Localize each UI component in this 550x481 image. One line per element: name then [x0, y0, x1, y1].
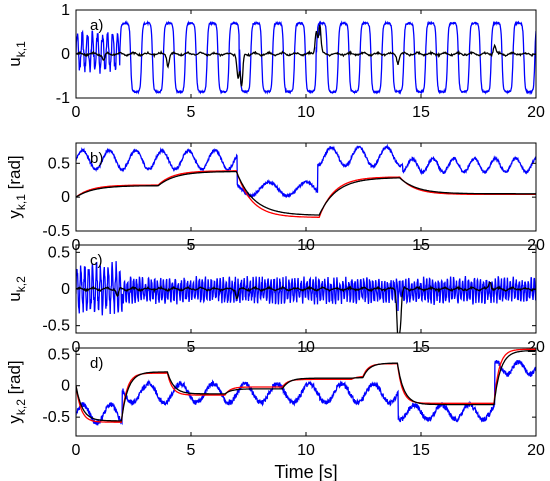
y-axis-label: yk,2 [rad]: [5, 360, 28, 423]
series-line-1: [76, 20, 536, 96]
y-tick-label: 0: [61, 46, 70, 63]
x-tick-label: 20: [527, 442, 545, 459]
panel-label: a): [90, 17, 103, 34]
panel-3: 0 5 10 15 20-0.500.5 c)uk,2: [5, 244, 545, 356]
y-axis-label: yk,1 [rad]: [5, 155, 28, 218]
y-tick-label: 0.5: [48, 346, 70, 363]
y-tick-label: -0.5: [42, 318, 70, 335]
x-tick-label: 10: [297, 442, 315, 459]
x-tick-label: 10: [297, 104, 315, 121]
y-tick-label: 0: [61, 378, 70, 395]
x-axis-label: Time [s]: [274, 462, 337, 481]
plot-area: [76, 20, 536, 96]
series-line-2: [76, 24, 536, 87]
panel-2: 0 5 10 15 20-0.500.5 b)yk,1 [rad]: [5, 142, 545, 254]
y-axis-label: uk,1: [5, 41, 28, 67]
series-line-2: [76, 170, 536, 218]
x-tick-label: 15: [412, 442, 430, 459]
x-tick-label: 0: [72, 442, 81, 459]
y-tick-label: 0: [61, 281, 70, 298]
panel-4: 0 5 10 15 20-0.500.5d)yk,2 [rad]Time [s]: [5, 346, 545, 481]
series-line-2: [76, 281, 536, 333]
series-line-1: [76, 261, 536, 316]
y-tick-label: -1: [56, 90, 70, 107]
y-axis-label: uk,2: [5, 276, 28, 302]
y-tick-label: -0.5: [42, 409, 70, 426]
x-tick-label: 15: [412, 104, 430, 121]
panel-label: b): [90, 150, 103, 167]
series-line-3: [76, 170, 536, 216]
x-tick-label: 5: [187, 442, 196, 459]
axes-box: [75, 347, 537, 437]
series-line-1: [76, 359, 536, 426]
series-line-1: [76, 143, 536, 199]
y-tick-label: 1: [61, 2, 70, 19]
series-line-3: [76, 349, 536, 422]
plot-area: [76, 261, 536, 333]
y-tick-label: 0.5: [48, 155, 70, 172]
x-tick-label: 0: [72, 104, 81, 121]
panel-label: d): [90, 355, 103, 372]
series-line-2: [76, 348, 536, 423]
y-tick-label: 0.5: [48, 244, 70, 261]
x-tick-label: 5: [187, 104, 196, 121]
panel-label: c): [90, 252, 103, 269]
y-tick-label: 0: [61, 189, 70, 206]
x-tick-label: 20: [527, 104, 545, 121]
plot-area: [76, 348, 536, 426]
plot-area: [76, 143, 536, 218]
axes-box: [75, 142, 537, 232]
y-tick-label: -0.5: [42, 223, 70, 240]
